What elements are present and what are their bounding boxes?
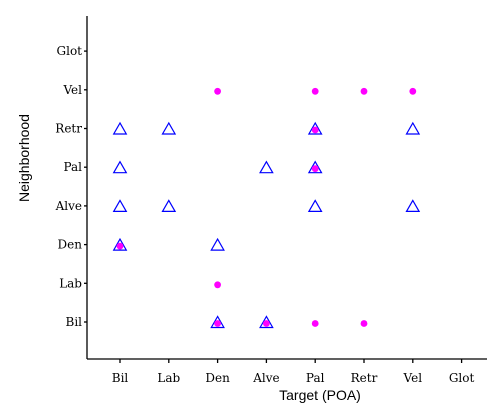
triangle-point xyxy=(210,315,225,329)
dot-point xyxy=(409,87,417,95)
y-tick-group: Bil Lab Den Alve Pal Retr Vel Glot xyxy=(55,44,87,329)
x-axis-title: Target (POA) xyxy=(279,387,361,403)
dot-point xyxy=(116,242,124,250)
dot-point xyxy=(214,87,222,95)
x-tick-label: Glot xyxy=(449,371,475,385)
triangle-point xyxy=(210,237,225,251)
triangle-point xyxy=(405,199,421,212)
dot-point xyxy=(214,320,222,327)
series-dots xyxy=(116,87,417,327)
y-tick-label: Pal xyxy=(63,160,82,174)
x-tick-label: Vel xyxy=(403,371,423,385)
series-triangles xyxy=(112,121,421,329)
triangle-point xyxy=(307,121,323,135)
dot-point xyxy=(263,320,270,327)
y-tick-label: Den xyxy=(58,238,83,252)
y-tick-label: Bil xyxy=(66,315,83,329)
y-tick-label: Alve xyxy=(55,199,82,213)
triangle-point xyxy=(161,121,177,135)
dot-point xyxy=(311,126,319,134)
triangle-point xyxy=(259,160,274,174)
triangle-point xyxy=(112,199,128,212)
triangle-point xyxy=(307,160,323,174)
x-tick-label: Lab xyxy=(157,371,180,385)
x-tick-group: Bil Lab Den Alve Pal Retr Vel Glot xyxy=(112,359,475,385)
x-tick-label: Den xyxy=(205,371,230,385)
dot-point xyxy=(214,281,222,289)
y-tick-label: Vel xyxy=(62,83,82,97)
triangle-point xyxy=(259,315,274,329)
triangle-point xyxy=(112,160,128,174)
x-tick-label: Retr xyxy=(351,371,378,385)
triangle-point xyxy=(307,199,323,212)
x-tick-label: Pal xyxy=(306,371,325,385)
dot-point xyxy=(311,87,319,95)
dot-point xyxy=(360,87,368,95)
triangle-point xyxy=(112,121,128,135)
y-tick-label: Retr xyxy=(55,122,82,136)
y-tick-label: Glot xyxy=(57,44,83,58)
triangle-point xyxy=(161,199,177,212)
triangle-point xyxy=(405,121,421,135)
triangle-point xyxy=(112,237,128,251)
x-tick-label: Alve xyxy=(252,371,279,385)
dot-point xyxy=(311,320,319,327)
dot-point xyxy=(360,320,368,327)
dot-point xyxy=(311,165,319,173)
y-tick-label: Lab xyxy=(59,276,82,290)
x-tick-label: Bil xyxy=(112,371,129,385)
y-axis-title: Neighborhood xyxy=(16,114,32,202)
